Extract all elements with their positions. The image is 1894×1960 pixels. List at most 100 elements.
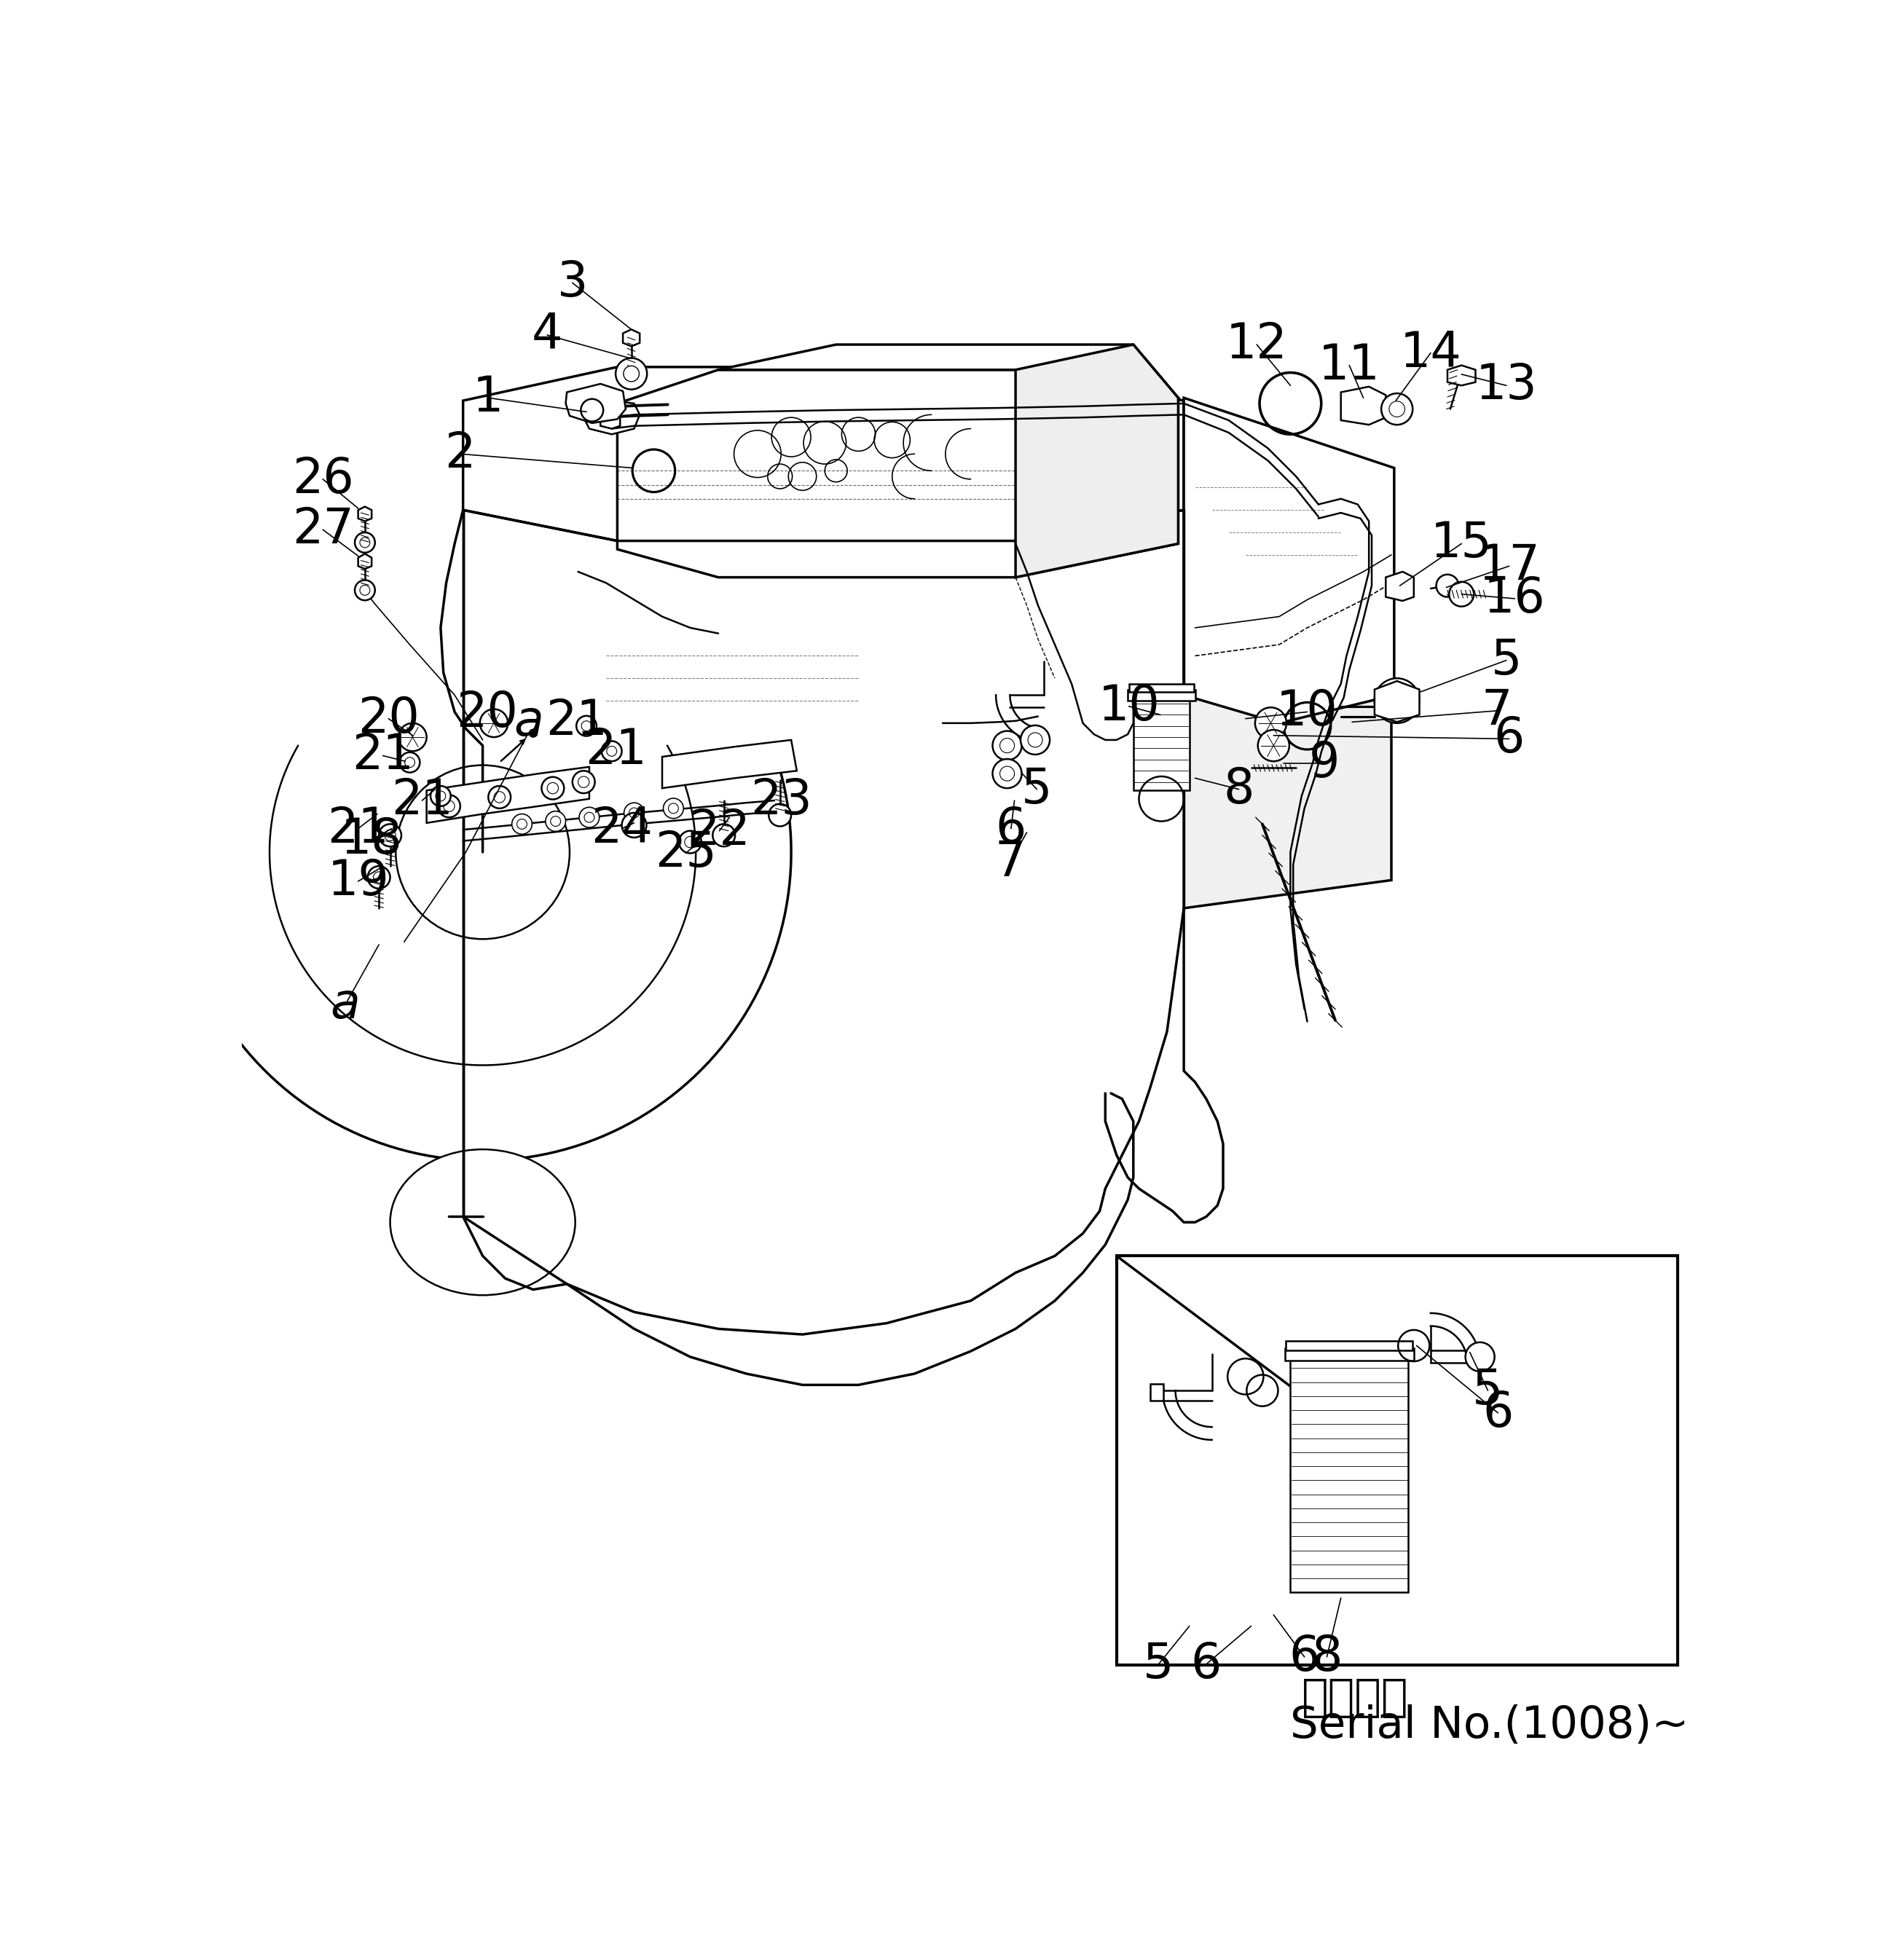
Circle shape [769, 804, 792, 827]
Text: 24: 24 [591, 804, 653, 853]
Circle shape [400, 753, 420, 772]
Circle shape [528, 729, 538, 737]
Text: 11: 11 [1318, 341, 1381, 390]
Circle shape [992, 759, 1021, 788]
Polygon shape [1184, 400, 1392, 907]
Text: a: a [330, 980, 360, 1029]
Bar [1117, 1256, 1678, 1666]
Text: 20: 20 [358, 694, 419, 743]
Text: 21: 21 [352, 731, 413, 780]
Circle shape [379, 823, 402, 847]
Text: 8: 8 [1311, 1633, 1343, 1682]
Text: Serial No.(1008)~: Serial No.(1008)~ [1290, 1705, 1689, 1748]
Text: a: a [513, 698, 544, 747]
Circle shape [438, 796, 460, 817]
Circle shape [479, 710, 508, 737]
Circle shape [430, 786, 451, 806]
Polygon shape [1341, 386, 1386, 425]
Text: 14: 14 [1400, 329, 1462, 376]
Circle shape [623, 367, 638, 382]
Bar [1150, 1384, 1163, 1401]
Text: 4: 4 [532, 312, 563, 359]
Text: 21: 21 [392, 776, 453, 825]
Circle shape [511, 813, 532, 835]
Circle shape [354, 533, 375, 553]
Circle shape [992, 731, 1021, 760]
Text: 6: 6 [1290, 1633, 1320, 1682]
Text: 5: 5 [1472, 1366, 1504, 1415]
Text: 2: 2 [445, 429, 475, 478]
Text: 15: 15 [1430, 519, 1492, 568]
Ellipse shape [390, 1149, 576, 1296]
Circle shape [572, 770, 595, 794]
Text: 25: 25 [655, 829, 716, 878]
Circle shape [616, 359, 648, 390]
Text: 17: 17 [1477, 543, 1540, 590]
Polygon shape [718, 345, 1178, 398]
Text: 21: 21 [545, 698, 608, 745]
Text: 7: 7 [994, 839, 1025, 886]
Text: 26: 26 [292, 455, 354, 504]
Circle shape [367, 866, 390, 888]
Circle shape [576, 715, 597, 737]
Polygon shape [462, 367, 1184, 541]
Polygon shape [1386, 572, 1413, 602]
Circle shape [621, 813, 646, 837]
Text: 10: 10 [1099, 682, 1159, 731]
Circle shape [1466, 1343, 1494, 1372]
Text: 適用号機: 適用号機 [1301, 1676, 1409, 1719]
Circle shape [1436, 574, 1458, 598]
Bar [1127, 690, 1195, 700]
Circle shape [580, 808, 599, 827]
Circle shape [663, 798, 684, 819]
Circle shape [678, 831, 701, 853]
Polygon shape [600, 412, 619, 429]
Text: 9: 9 [1309, 739, 1339, 788]
Polygon shape [583, 400, 640, 435]
Text: 5: 5 [1021, 764, 1053, 813]
Circle shape [1256, 708, 1286, 739]
Bar [1284, 1348, 1413, 1360]
Text: 6: 6 [1494, 715, 1525, 762]
Circle shape [542, 776, 564, 800]
Circle shape [602, 741, 621, 760]
Text: 21: 21 [328, 804, 388, 853]
Text: 1: 1 [474, 374, 504, 421]
Circle shape [1381, 394, 1413, 425]
Text: 5: 5 [1144, 1641, 1174, 1688]
Polygon shape [663, 741, 797, 788]
Text: 8: 8 [1224, 764, 1254, 813]
Text: 19: 19 [328, 857, 388, 906]
Circle shape [354, 580, 375, 600]
Circle shape [545, 811, 566, 831]
Bar [1133, 692, 1189, 790]
Circle shape [712, 823, 735, 847]
Text: 27: 27 [292, 506, 354, 553]
Text: 6: 6 [1483, 1390, 1513, 1437]
Polygon shape [1015, 345, 1178, 578]
Text: 7: 7 [1481, 686, 1511, 735]
Text: 10: 10 [1277, 688, 1337, 735]
Polygon shape [623, 329, 640, 347]
Text: 13: 13 [1475, 361, 1538, 410]
Polygon shape [1447, 365, 1475, 386]
Polygon shape [566, 384, 625, 423]
Polygon shape [358, 555, 371, 568]
Circle shape [398, 723, 426, 751]
Circle shape [1258, 729, 1290, 760]
Circle shape [1021, 725, 1049, 755]
Text: 6: 6 [996, 804, 1027, 853]
Text: 12: 12 [1225, 321, 1288, 368]
Circle shape [1375, 678, 1419, 723]
Text: 6: 6 [1191, 1641, 1222, 1688]
Bar [1290, 1356, 1409, 1592]
Bar [1286, 1341, 1413, 1350]
Text: 5: 5 [1491, 637, 1523, 684]
Text: 21: 21 [585, 725, 648, 774]
Circle shape [1449, 582, 1474, 606]
Polygon shape [617, 370, 1178, 578]
Bar [1129, 684, 1193, 692]
Text: 16: 16 [1483, 574, 1546, 623]
Polygon shape [358, 506, 371, 521]
Circle shape [623, 804, 644, 823]
